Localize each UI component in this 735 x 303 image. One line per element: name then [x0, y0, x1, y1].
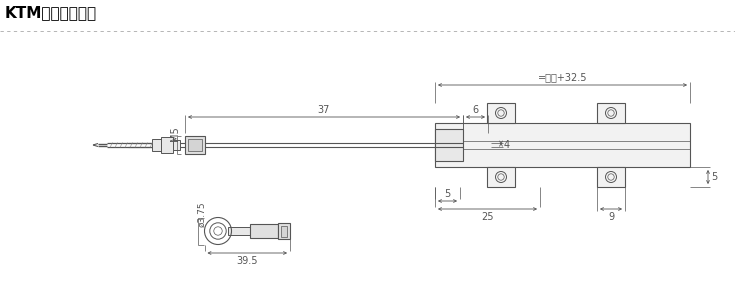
Text: 5: 5 [711, 172, 717, 182]
Text: =型号+32.5: =型号+32.5 [538, 72, 587, 82]
Bar [185, 136, 205, 154]
Bar [487, 103, 515, 123]
Bar [435, 123, 690, 167]
Bar [597, 103, 625, 123]
Bar [435, 129, 463, 161]
Bar [487, 167, 515, 187]
Bar [152, 139, 161, 151]
Bar [278, 223, 290, 239]
Bar [250, 224, 278, 238]
Bar [281, 225, 287, 237]
Text: 39.5: 39.5 [237, 256, 258, 266]
Text: M5: M5 [170, 126, 180, 141]
Bar [161, 137, 173, 153]
Text: ø3.75: ø3.75 [197, 201, 206, 227]
Text: 25: 25 [481, 212, 494, 222]
Bar [173, 140, 180, 150]
Text: KTM安装尺寸图：: KTM安装尺寸图： [5, 5, 97, 20]
Text: 6: 6 [473, 105, 478, 115]
Text: 4: 4 [504, 140, 510, 150]
Bar [188, 139, 202, 151]
Text: 9: 9 [608, 212, 614, 222]
Bar [228, 227, 250, 235]
Bar [597, 167, 625, 187]
Text: 37: 37 [318, 105, 330, 115]
Text: 5: 5 [445, 189, 451, 199]
